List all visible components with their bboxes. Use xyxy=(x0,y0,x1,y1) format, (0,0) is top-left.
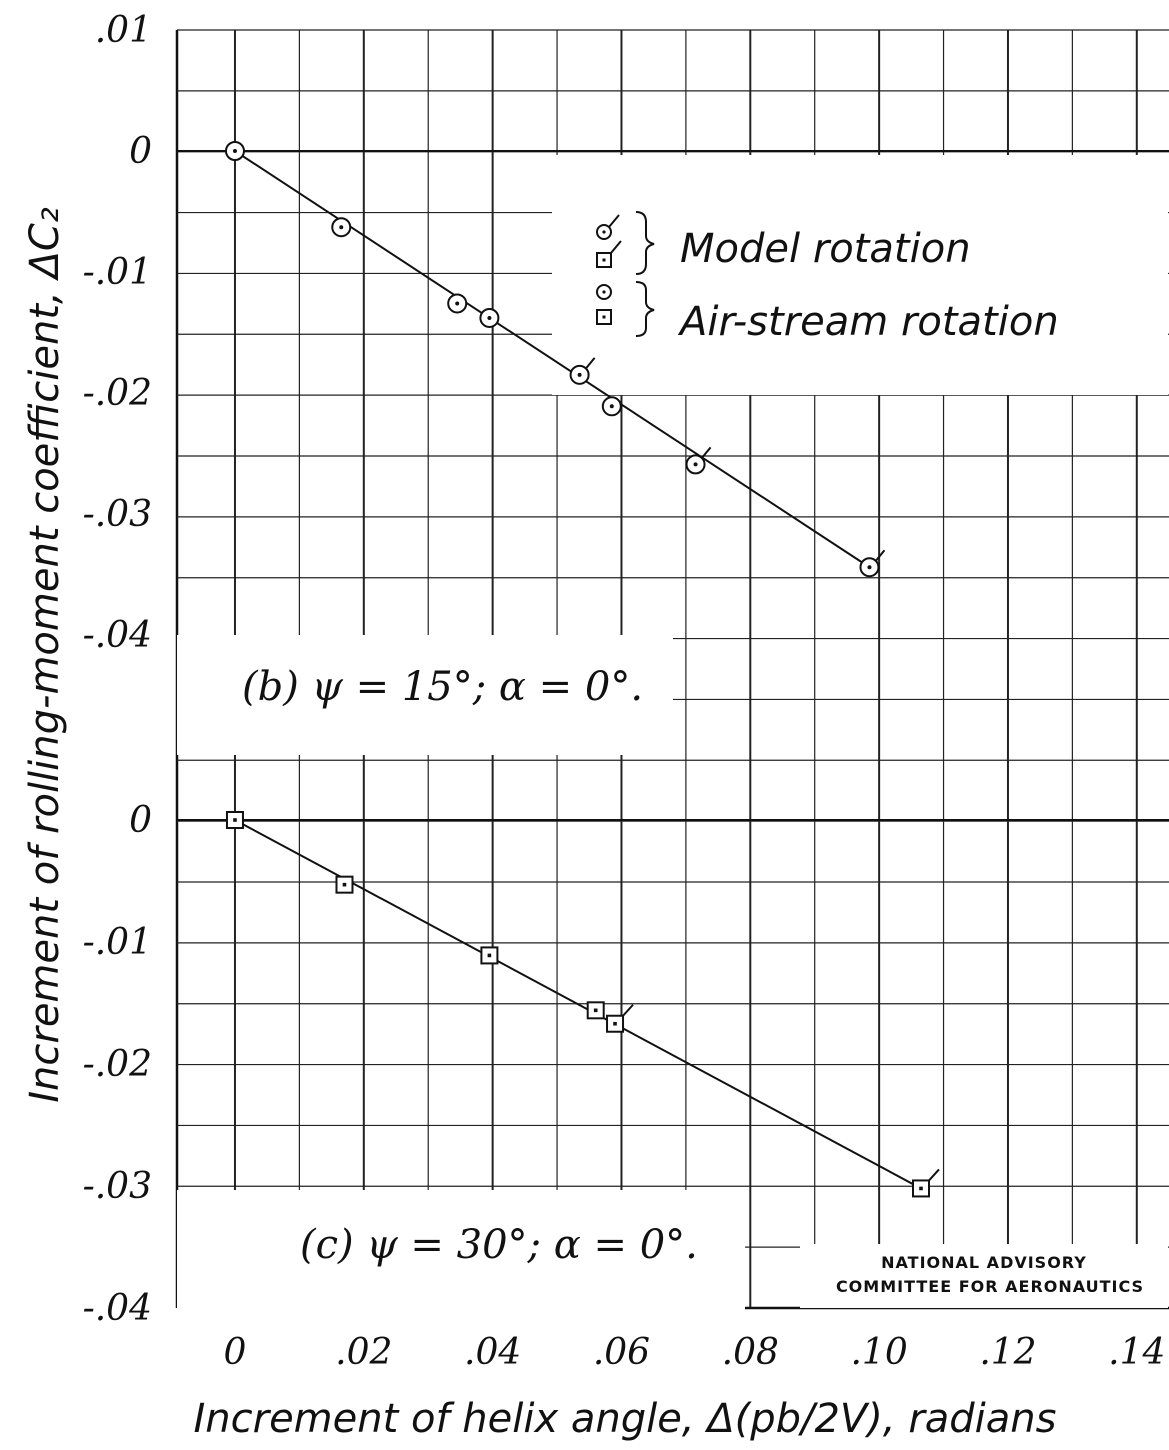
y-tick-label: -.02 xyxy=(83,1044,152,1085)
legend-marker-circle-flag xyxy=(596,214,620,240)
y-tick-label: -.04 xyxy=(83,1288,152,1329)
panel-b-label: (b) ψ = 15°; α = 0°. xyxy=(242,664,643,710)
y-tick-label: -.03 xyxy=(83,1166,152,1207)
x-tick-label: .02 xyxy=(335,1332,392,1373)
data-point-circle xyxy=(447,293,468,314)
legend-marker-square-dot xyxy=(596,309,612,325)
x-tick-label: .10 xyxy=(850,1332,907,1373)
data-point-square xyxy=(606,1004,634,1033)
legend-brace-model xyxy=(635,211,655,275)
y-axis-title: Increment of rolling-moment coefficient,… xyxy=(22,207,68,1103)
naca-stamp-line-1: NATIONAL ADVISORY xyxy=(881,1253,1087,1272)
legend: Model rotation Air-stream rotation xyxy=(596,211,1059,345)
y-tick-label: -.04 xyxy=(83,615,152,656)
y-tick-label: -.01 xyxy=(83,922,152,963)
panel-c-label-box xyxy=(177,1190,745,1310)
data-point-square xyxy=(480,946,499,965)
data-point-circle xyxy=(479,307,500,328)
x-tick-label: .04 xyxy=(464,1332,521,1373)
x-axis-title: Increment of helix angle, Δ(pb/2V), radi… xyxy=(193,1396,1056,1442)
y-tick-label: -.01 xyxy=(83,252,152,293)
x-tick-label: .06 xyxy=(593,1332,650,1373)
legend-label-model-rotation: Model rotation xyxy=(680,226,971,272)
x-tick-label: 0 xyxy=(224,1332,247,1373)
y-tick-label: 0 xyxy=(129,131,152,172)
label-boxes xyxy=(177,155,1168,1310)
data-point-circle xyxy=(569,357,596,385)
data-point-square xyxy=(586,1001,605,1020)
data-point-circle xyxy=(224,141,245,161)
panel-b-label-box xyxy=(177,635,673,755)
naca-stamp-line-2: COMMITTEE FOR AERONAUTICS xyxy=(836,1277,1144,1296)
x-tick-label: .12 xyxy=(979,1332,1036,1373)
x-tick-label: .14 xyxy=(1108,1332,1165,1373)
data-point-square xyxy=(335,875,354,894)
data-points xyxy=(224,141,940,1198)
data-point-circle xyxy=(601,396,622,417)
data-point-circle xyxy=(859,549,886,578)
legend-box xyxy=(552,155,1168,395)
panel-c-label: (c) ψ = 30°; α = 0°. xyxy=(300,1222,698,1268)
y-tick-label: 0 xyxy=(129,800,152,841)
tick-labels: 0 .02 .04 .06 .08 .10 .12 .14 .01 0 -.01 -.02 -.03 -.… xyxy=(83,10,1166,1373)
legend-marker-square-flag xyxy=(596,240,622,268)
legend-marker-circle-dot xyxy=(596,284,612,300)
y-tick-label: -.02 xyxy=(83,373,152,414)
stamp-box xyxy=(800,1244,1168,1308)
data-point-square xyxy=(225,811,244,829)
data-point-circle xyxy=(331,217,352,238)
y-tick-label: -.03 xyxy=(83,494,152,535)
legend-label-air-stream-rotation: Air-stream rotation xyxy=(677,299,1059,345)
y-tick-label: .01 xyxy=(95,10,152,51)
x-tick-label: .08 xyxy=(722,1332,779,1373)
data-point-circle xyxy=(685,446,712,475)
legend-brace-air xyxy=(635,281,655,337)
data-point-square xyxy=(912,1168,940,1198)
